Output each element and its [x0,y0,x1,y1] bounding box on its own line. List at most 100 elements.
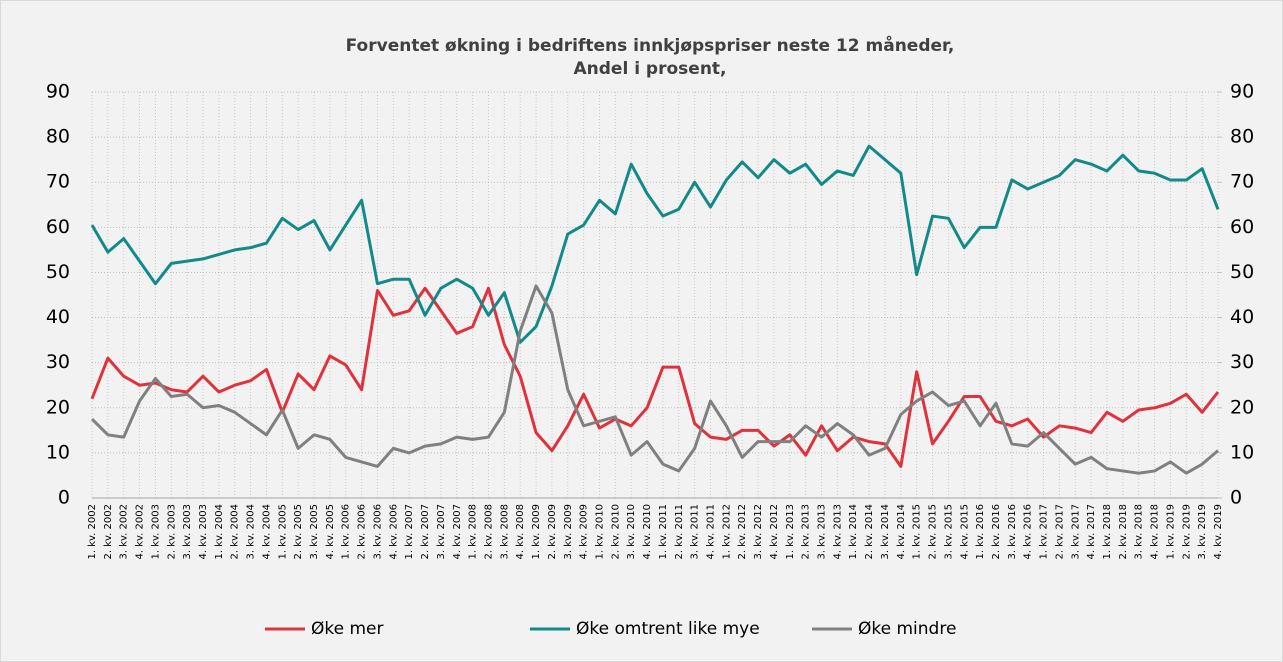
x-tick-label: 1. kv. 2003 [150,504,161,559]
y-tick-label: 0 [58,487,70,509]
x-tick-label: 2. kv. 2011 [674,504,685,559]
x-tick-label: 4. kv. 2007 [452,504,463,559]
y-tick-label: 70 [46,171,70,193]
y2-tick-label: 40 [1230,306,1254,328]
x-tick-label: 2. kv. 2017 [1054,504,1065,559]
x-tick-label: 2. kv. 2016 [991,504,1002,559]
line-series [90,144,1220,344]
x-tick-label: 3. kv. 2013 [817,504,828,559]
x-tick-label: 4. kv. 2013 [832,504,843,559]
x-tick-label: 1. kv. 2018 [1102,504,1113,559]
y2-tick-label: 80 [1230,126,1254,148]
x-tick-label: 2. kv. 2009 [547,504,558,559]
x-tick-label: 4. kv. 2004 [261,504,272,559]
x-tick-label: 4. kv. 2002 [135,504,146,559]
x-tick-label: 3. kv. 2004 [246,504,257,559]
x-tick-label: 1. kv. 2009 [531,504,542,559]
x-tick-label: 3. kv. 2005 [309,504,320,559]
x-tick-label: 1. kv. 2007 [404,504,415,559]
y-tick-label: 10 [46,441,70,463]
x-tick-label: 4. kv. 2018 [1150,504,1161,559]
x-tick-label: 2. kv. 2019 [1181,504,1192,559]
x-tick-label: 2. kv. 2002 [103,504,114,559]
line-series [90,284,1219,475]
x-tick-label: 4. kv. 2012 [769,504,780,559]
x-tick-label: 1. kv. 2008 [468,504,479,559]
x-tick-label: 3. kv. 2006 [372,504,383,559]
x-tick-label: 1. kv. 2019 [1165,504,1176,559]
x-tick-label: 1. kv. 2014 [848,504,859,559]
x-tick-label: 2. kv. 2013 [801,504,812,559]
x-tick-label: 3. kv. 2002 [119,504,130,559]
x-tick-label: 4. kv. 2009 [579,504,590,559]
x-tick-label: 4. kv. 2017 [1086,504,1097,559]
x-tick-label: 3. kv. 2011 [690,504,701,559]
x-tick-label: 1. kv. 2016 [975,504,986,559]
y2-tick-label: 50 [1230,261,1254,283]
x-tick-label: 2. kv. 2015 [928,504,939,559]
chart-subtitle: Andel i prosent, [573,59,726,79]
x-tick-label: 4. kv. 2008 [515,504,526,559]
x-tick-label: 4. kv. 2005 [325,504,336,559]
x-tick-label: 4. kv. 2006 [388,504,399,559]
x-tick-label: 1. kv. 2006 [341,504,352,559]
y2-tick-label: 90 [1230,81,1254,103]
x-tick-label: 2. kv. 2014 [864,504,875,559]
x-tick-label: 4. kv. 2015 [959,504,970,559]
x-tick-label: 4. kv. 2010 [642,504,653,559]
x-tick-label: 1. kv. 2017 [1039,504,1050,559]
x-tick-label: 1. kv. 2011 [658,504,669,559]
y-tick-label: 80 [46,126,70,148]
x-tick-label: 2. kv. 2010 [610,504,621,559]
x-tick-label: 3. kv. 2018 [1134,504,1145,559]
legend-label: Øke omtrent like mye [576,619,760,639]
x-tick-label: 1. kv. 2002 [87,504,98,559]
x-tick-label: 4. kv. 2016 [1023,504,1034,559]
x-tick-label: 3. kv. 2014 [880,504,891,559]
y-tick-label: 20 [46,396,70,418]
x-tick-label: 3. kv. 2010 [626,504,637,559]
x-tick-label: 4. kv. 2011 [706,504,717,559]
x-tick-label: 1. kv. 2012 [721,504,732,559]
x-tick-label: 3. kv. 2019 [1197,504,1208,559]
x-tick-label: 3. kv. 2016 [1007,504,1018,559]
x-tick-label: 1. kv. 2010 [594,504,605,559]
y2-tick-label: 20 [1230,396,1254,418]
x-tick-label: 3. kv. 2007 [436,504,447,559]
y-tick-label: 60 [46,216,70,238]
x-tick-label: 2. kv. 2008 [483,504,494,559]
x-tick-label: 3. kv. 2003 [182,504,193,559]
x-tick-label: 2. kv. 2006 [357,504,368,559]
x-tick-label: 3. kv. 2008 [499,504,510,559]
x-tick-label: 3. kv. 2015 [943,504,954,559]
x-tick-label: 1. kv. 2013 [785,504,796,559]
x-tick-label: 2. kv. 2007 [420,504,431,559]
y-tick-label: 50 [46,261,70,283]
x-tick-label: 1. kv. 2004 [214,504,225,559]
x-tick-label: 2. kv. 2005 [293,504,304,559]
y2-tick-label: 10 [1230,441,1254,463]
x-tick-label: 4. kv. 2003 [198,504,209,559]
x-tick-label: 4. kv. 2019 [1213,504,1224,559]
x-tick-label: 2. kv. 2004 [230,504,241,559]
y2-tick-label: 0 [1230,487,1242,509]
y2-tick-label: 70 [1230,171,1254,193]
x-tick-label: 1. kv. 2015 [912,504,923,559]
line-series [90,286,1220,468]
y-tick-label: 40 [46,306,70,328]
x-tick-label: 3. kv. 2009 [563,504,574,559]
x-tick-label: 2. kv. 2003 [166,504,177,559]
x-tick-label: 4. kv. 2014 [896,504,907,559]
x-tick-label: 3. kv. 2017 [1070,504,1081,559]
y-tick-label: 30 [46,351,70,373]
x-tick-label: 2. kv. 2018 [1118,504,1129,559]
legend-label: Øke mer [311,619,384,639]
chart-title: Forventet økning i bedriftens innkjøpspr… [346,34,955,56]
x-tick-label: 1. kv. 2005 [277,504,288,559]
y2-tick-label: 30 [1230,351,1254,373]
legend-label: Øke mindre [858,619,956,639]
x-tick-label: 2. kv. 2012 [737,504,748,559]
y2-tick-label: 60 [1230,216,1254,238]
